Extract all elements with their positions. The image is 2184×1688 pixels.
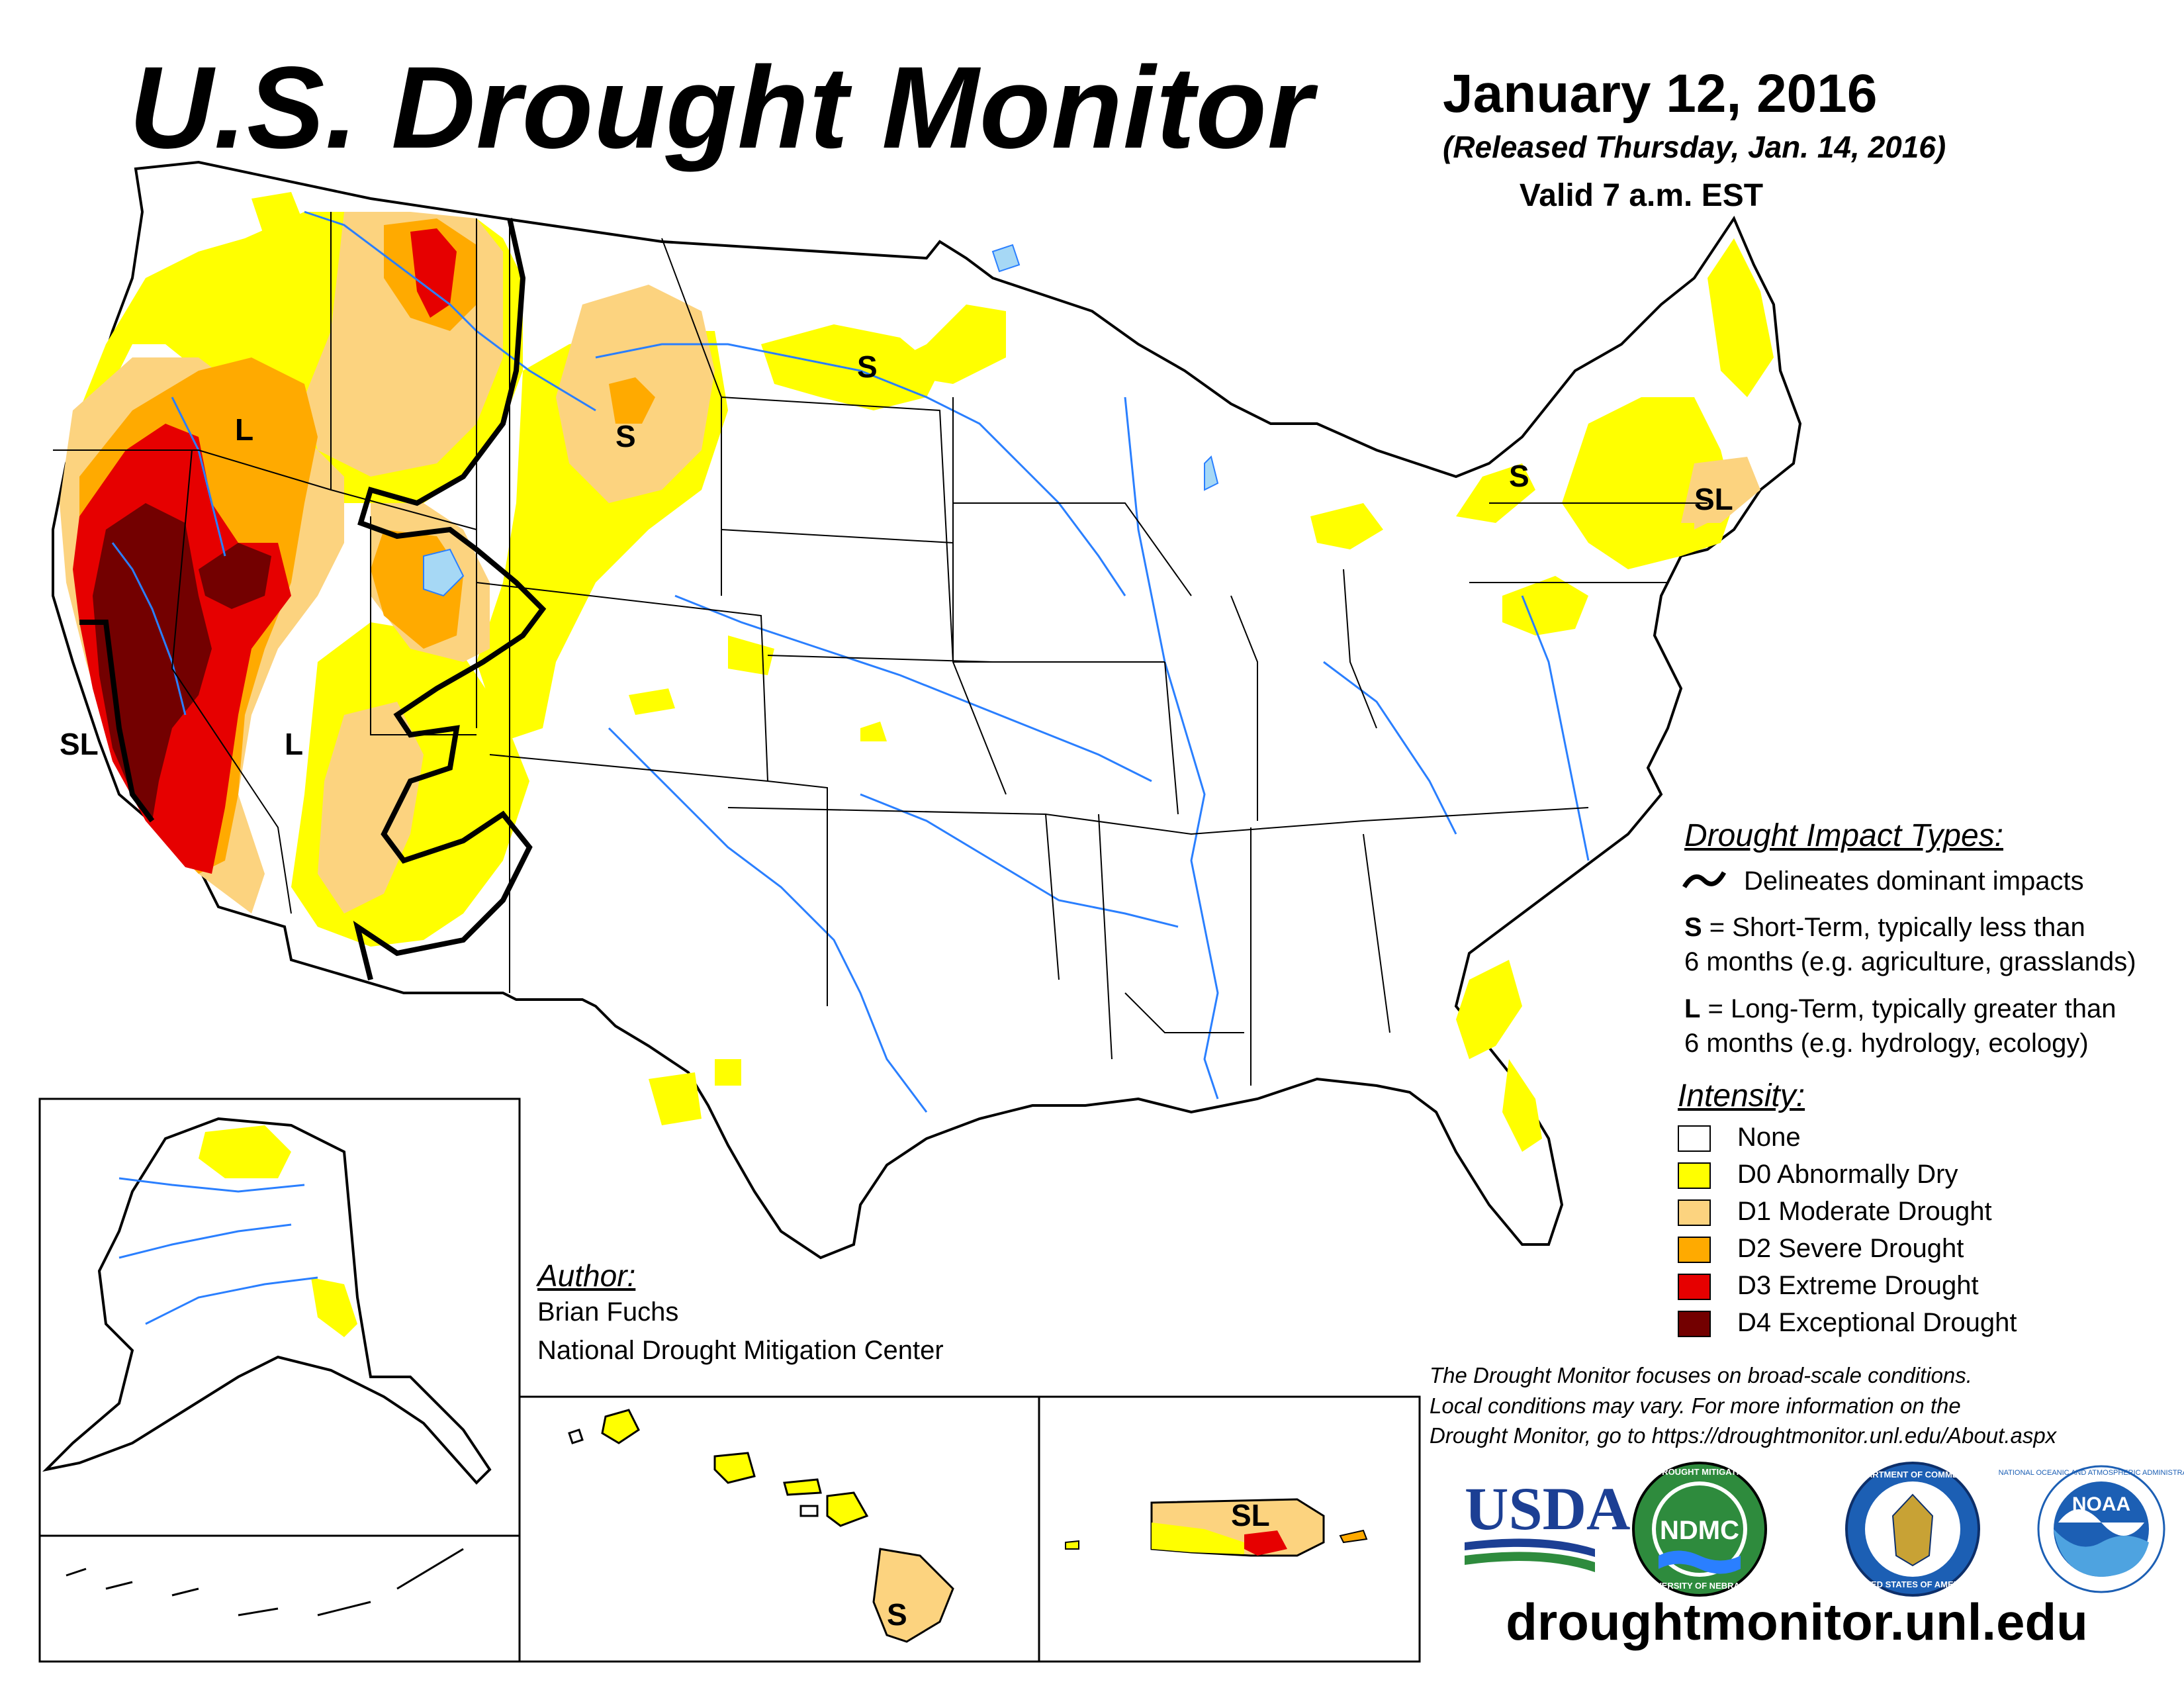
note-line-3: Drought Monitor, go to https://droughtmo… <box>1430 1423 2057 1448</box>
intensity-swatch <box>1678 1311 1711 1337</box>
rivers <box>111 211 1590 1113</box>
impact-labels: L L SL S S S SL S SL <box>60 350 1733 1632</box>
impact-label-north-dakota: S <box>857 350 878 384</box>
intensity-label: D2 Severe Drought <box>1737 1234 1964 1263</box>
note-line-2: Local conditions may vary. For more info… <box>1430 1393 1961 1418</box>
impact-label-oregon: L <box>235 412 253 447</box>
intensity-swatch <box>1678 1237 1711 1263</box>
author-name: Brian Fuchs <box>537 1297 679 1327</box>
long-term-legend: L = Long-Term, typically greater than 6 … <box>1684 992 2116 1060</box>
intensity-label: D0 Abnormally Dry <box>1737 1160 1958 1189</box>
lakes <box>423 244 1219 597</box>
long-term-line2: 6 months (e.g. hydrology, ecology) <box>1684 1029 2089 1058</box>
impact-legend-heading: Drought Impact Types: <box>1684 818 2003 853</box>
delineation-symbol <box>1682 871 1727 888</box>
svg-text:NATIONAL DROUGHT MITIGATION CE: NATIONAL DROUGHT MITIGATION CENTER <box>1610 1467 1790 1477</box>
svg-text:USDA: USDA <box>1465 1475 1630 1542</box>
intensity-swatch <box>1678 1162 1711 1189</box>
impact-label-connecticut: SL <box>1694 482 1733 516</box>
note-line-1: The Drought Monitor focuses on broad-sca… <box>1430 1363 1972 1387</box>
impact-label-california-west: SL <box>60 727 99 761</box>
hawaii-inset-frame <box>518 1395 1040 1663</box>
svg-text:DEPARTMENT OF COMMERCE: DEPARTMENT OF COMMERCE <box>1849 1470 1976 1479</box>
valid-time: Valid 7 a.m. EST <box>1519 178 1764 213</box>
hawaii-islands <box>568 1409 954 1643</box>
noaa-logo: NOAA NATIONAL OCEANIC AND ATMOSPHERIC AD… <box>1999 1465 2184 1593</box>
usda-logo: USDA <box>1465 1475 1630 1572</box>
intensity-legend-heading: Intensity: <box>1678 1078 1805 1113</box>
delineation-legend-label: Delineates dominant impacts <box>1744 867 2084 896</box>
svg-text:NDMC: NDMC <box>1660 1516 1739 1545</box>
intensity-swatch <box>1678 1199 1711 1226</box>
intensity-swatch <box>1678 1125 1711 1152</box>
author-heading: Author: <box>537 1258 636 1293</box>
svg-text:NATIONAL OCEANIC AND ATMOSPHER: NATIONAL OCEANIC AND ATMOSPHERIC ADMINIS… <box>1999 1469 2184 1477</box>
aleutian-inset-frame <box>38 1534 521 1663</box>
impact-label-new-york: S <box>1509 459 1529 493</box>
impact-delineations <box>79 218 547 980</box>
intensity-label: D3 Extreme Drought <box>1737 1271 1979 1300</box>
svg-text:NOAA: NOAA <box>2072 1493 2130 1515</box>
intensity-label: None <box>1737 1123 1801 1152</box>
intensity-label: D4 Exceptional Drought <box>1737 1308 2017 1337</box>
impact-label-hawaii: S <box>887 1597 907 1632</box>
intensity-label: D1 Moderate Drought <box>1737 1197 1992 1226</box>
long-term-line1: = Long-Term, typically greater than <box>1700 994 2116 1023</box>
short-term-line1: = Short-Term, typically less than <box>1702 913 2085 942</box>
impact-label-puerto-rico: SL <box>1231 1498 1270 1532</box>
svg-text:UNITED STATES OF AMERICA: UNITED STATES OF AMERICA <box>1851 1579 1975 1589</box>
impact-label-california-east: L <box>285 727 303 761</box>
ndmc-logo: NDMC NATIONAL DROUGHT MITIGATION CENTER … <box>1610 1462 1790 1597</box>
author-organization: National Drought Mitigation Center <box>537 1336 944 1365</box>
website-url[interactable]: droughtmonitor.unl.edu <box>1506 1593 2088 1651</box>
long-term-code: L <box>1684 994 1701 1023</box>
short-term-legend: S = Short-Term, typically less than 6 mo… <box>1684 910 2136 979</box>
state-boundaries <box>53 212 1707 1086</box>
commerce-logo: DEPARTMENT OF COMMERCE UNITED STATES OF … <box>1845 1462 1980 1597</box>
short-term-code: S <box>1684 913 1702 942</box>
short-term-line2: 6 months (e.g. agriculture, grasslands) <box>1684 947 2136 976</box>
map-title: U.S. Drought Monitor <box>129 43 1314 173</box>
impact-label-montana: S <box>615 419 636 453</box>
intensity-swatch <box>1678 1274 1711 1300</box>
svg-text:UNIVERSITY OF NEBRASKA: UNIVERSITY OF NEBRASKA <box>1641 1581 1758 1591</box>
disclaimer-note: The Drought Monitor focuses on broad-sca… <box>1430 1360 2171 1451</box>
map-date: January 12, 2016 <box>1443 64 1878 124</box>
alaska-outline <box>42 1117 492 1485</box>
